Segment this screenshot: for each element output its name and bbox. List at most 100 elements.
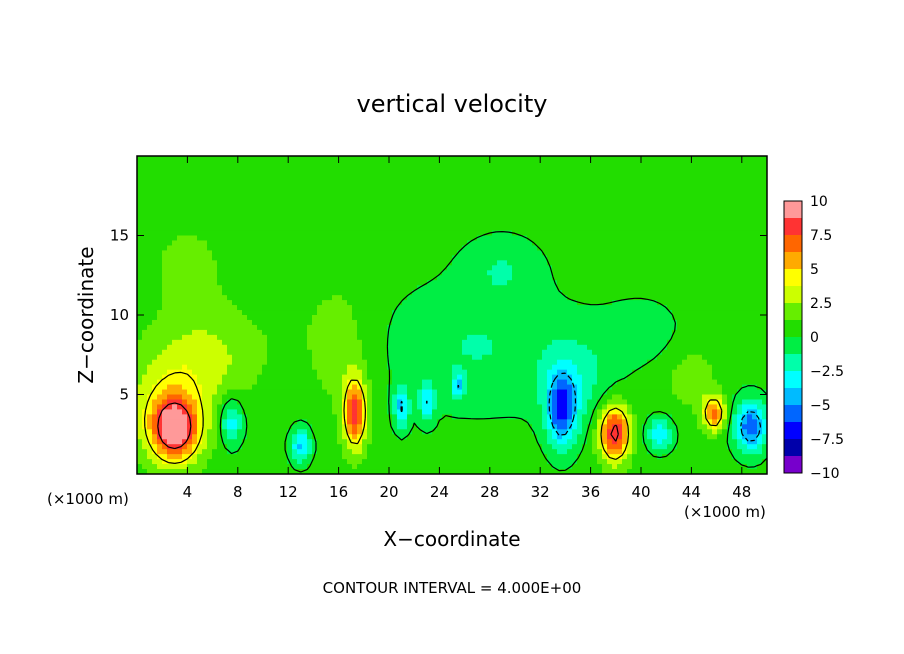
- field-cell: [397, 255, 403, 261]
- field-cell: [367, 394, 373, 401]
- field-cell: [357, 444, 363, 450]
- field-cell: [477, 324, 483, 331]
- field-cell: [357, 459, 363, 465]
- field-cell: [302, 399, 308, 406]
- field-cell: [472, 170, 478, 177]
- field-cell: [522, 424, 528, 430]
- field-cell: [247, 290, 253, 296]
- field-cell: [237, 454, 243, 460]
- field-cell: [452, 240, 458, 247]
- field-cell: [502, 305, 508, 311]
- field-cell: [492, 374, 498, 381]
- field-cell: [222, 374, 228, 381]
- field-cell: [387, 200, 393, 207]
- field-cell: [517, 230, 523, 237]
- field-cell: [227, 170, 233, 177]
- field-cell: [462, 240, 468, 247]
- field-cell: [457, 180, 463, 187]
- field-cell: [287, 429, 293, 435]
- field-cell: [507, 389, 513, 396]
- field-cell: [467, 404, 473, 411]
- field-cell: [422, 305, 428, 311]
- field-cell: [162, 270, 168, 276]
- field-cell: [427, 369, 433, 376]
- field-cell: [197, 459, 203, 465]
- field-cell: [392, 444, 398, 450]
- field-cell: [237, 319, 243, 326]
- field-cell: [272, 384, 278, 391]
- field-cell: [242, 245, 248, 252]
- field-cell: [492, 429, 498, 435]
- field-cell: [267, 389, 273, 396]
- field-cell: [377, 280, 383, 286]
- field-cell: [342, 170, 348, 177]
- field-cell: [267, 434, 273, 440]
- field-cell: [407, 364, 413, 371]
- field-cell: [422, 454, 428, 460]
- field-cell: [337, 200, 343, 207]
- field-cell: [452, 424, 458, 430]
- field-cell: [387, 300, 393, 306]
- field-cell: [212, 399, 218, 406]
- field-cell: [167, 265, 173, 271]
- field-cell: [277, 399, 283, 406]
- field-cell: [307, 250, 313, 256]
- field-cell: [212, 220, 218, 227]
- field-cell: [262, 210, 268, 217]
- field-cell: [317, 280, 323, 286]
- field-cell: [477, 389, 483, 396]
- field-cell: [452, 170, 458, 177]
- field-cell: [497, 255, 503, 261]
- field-cell: [402, 280, 408, 286]
- field-cell: [192, 319, 198, 326]
- field-cell: [447, 185, 453, 192]
- field-cell: [272, 404, 278, 411]
- field-cell: [272, 469, 278, 474]
- field-cell: [357, 170, 363, 177]
- field-cell: [377, 156, 383, 162]
- field-cell: [202, 190, 208, 197]
- field-cell: [147, 280, 153, 286]
- field-cell: [472, 160, 478, 167]
- field-cell: [187, 319, 193, 326]
- field-cell: [377, 434, 383, 440]
- field-cell: [202, 444, 208, 450]
- field-cell: [342, 305, 348, 311]
- field-cell: [377, 324, 383, 331]
- field-cell: [357, 324, 363, 331]
- field-cell: [287, 260, 293, 266]
- field-cell: [192, 205, 198, 212]
- field-cell: [207, 334, 213, 341]
- field-cell: [207, 285, 213, 291]
- field-cell: [172, 270, 178, 276]
- field-cell: [492, 165, 498, 172]
- field-cell: [482, 285, 488, 291]
- field-cell: [352, 454, 358, 460]
- field-cell: [472, 230, 478, 237]
- field-cell: [317, 295, 323, 301]
- field-cell: [232, 359, 238, 366]
- field-cell: [277, 359, 283, 366]
- field-cell: [392, 469, 398, 474]
- field-cell: [407, 280, 413, 286]
- field-cell: [407, 165, 413, 172]
- field-cell: [267, 439, 273, 445]
- field-cell: [317, 240, 323, 247]
- field-cell: [267, 349, 273, 356]
- field-cell: [467, 280, 473, 286]
- field-cell: [367, 190, 373, 197]
- field-cell: [217, 364, 223, 371]
- field-cell: [277, 364, 283, 371]
- field-cell: [372, 364, 378, 371]
- field-cell: [467, 290, 473, 296]
- field-cell: [437, 344, 443, 351]
- field-cell: [257, 389, 263, 396]
- field-cell: [142, 374, 148, 381]
- field-cell: [247, 379, 253, 386]
- field-cell: [417, 185, 423, 192]
- field-cell: [362, 469, 368, 474]
- field-cell: [222, 245, 228, 252]
- field-cell: [417, 449, 423, 455]
- field-cell: [362, 344, 368, 351]
- field-cell: [202, 449, 208, 455]
